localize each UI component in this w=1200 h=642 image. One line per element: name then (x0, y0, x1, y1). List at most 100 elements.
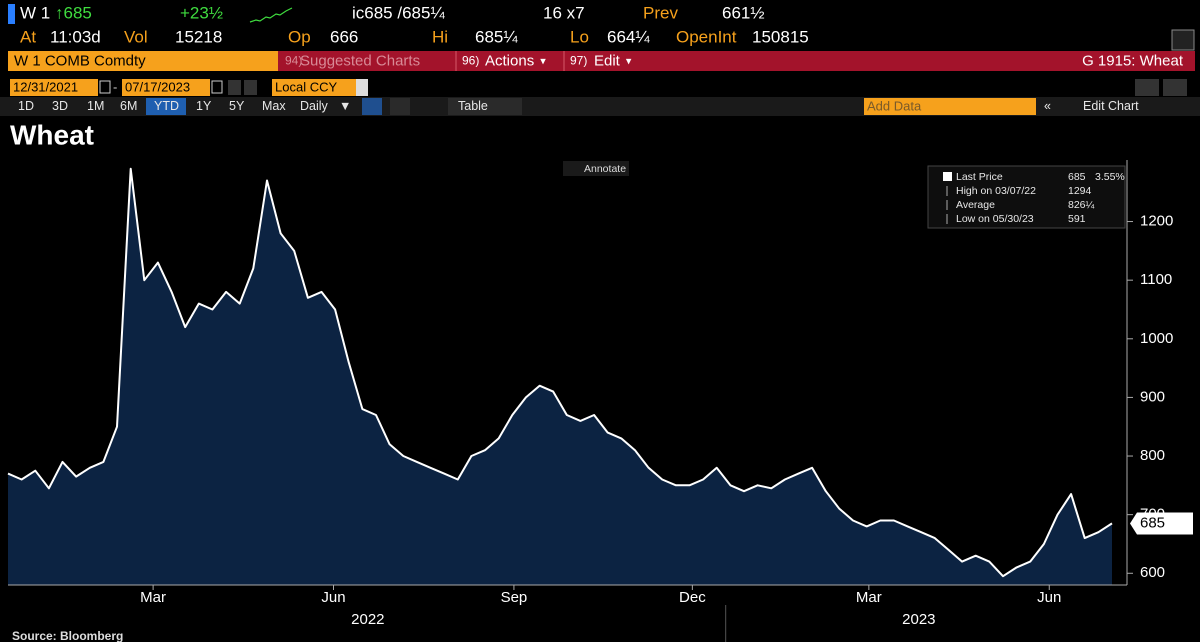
periods: 1D 3D 1M 6M YTD 1Y 5Y Max (18, 98, 286, 115)
security-box[interactable] (8, 51, 278, 71)
stat-label: Op (288, 27, 311, 46)
stat-label: At (20, 27, 36, 46)
prev-value: 661½ (722, 3, 765, 22)
start-date: 12/31/2021 (13, 79, 78, 94)
frequency[interactable]: Daily (300, 99, 329, 113)
period-button[interactable]: Max (262, 99, 286, 113)
annotate-box[interactable] (563, 161, 629, 176)
ticker: W 1 (20, 3, 50, 22)
stat-value: 664¼ (607, 27, 650, 46)
range-dash: - (113, 79, 117, 94)
next-button[interactable] (244, 80, 257, 95)
x-tick-label: Mar (140, 589, 166, 606)
menu-label[interactable]: Actions (485, 52, 534, 69)
active-period (146, 98, 186, 115)
line-chart-icon[interactable] (362, 98, 382, 115)
legend: Last Price 685 3.55% High on 03/07/22 1294 Av… (943, 171, 1125, 225)
legend-swatch (943, 172, 952, 181)
prev-label: Prev (643, 3, 678, 22)
collapse-icon[interactable]: « (1044, 99, 1051, 113)
stat-value: 685¼ (475, 27, 518, 46)
legend-value: 591 (1068, 213, 1086, 225)
legend-label: High on 03/07/22 (956, 185, 1036, 197)
period-button[interactable]: 1Y (196, 99, 212, 113)
table-button-box[interactable] (448, 98, 522, 115)
price-line (7, 167, 1113, 578)
y-tick-label: 1000 (1140, 330, 1173, 347)
x-tick-label: Mar (856, 589, 882, 606)
legend-label: Low on 05/30/23 (956, 213, 1034, 225)
x-tick-label: Dec (679, 589, 706, 606)
redo-button[interactable] (1163, 79, 1187, 96)
last-price-tag (1130, 512, 1193, 535)
legend-label: Last Price (956, 171, 1003, 183)
stat-value: 11:03d (50, 27, 101, 46)
menu-label[interactable]: Suggested Charts (300, 52, 420, 69)
plot: 600700800900100011001200MarJunSepDecMarJ… (7, 167, 1193, 642)
cursor (8, 4, 15, 24)
legend-label: Average (956, 199, 995, 211)
window-icon[interactable] (1171, 29, 1195, 51)
period-button[interactable]: 1M (87, 99, 104, 113)
bar-chart-icon[interactable] (390, 98, 410, 115)
security: W 1 COMB Comdty (14, 52, 146, 69)
legend-box (927, 165, 1126, 229)
y-tick-label: 600 (1140, 564, 1165, 581)
period-button[interactable]: 6M (120, 99, 137, 113)
calendar-icon[interactable] (99, 80, 111, 94)
menu-key[interactable]: 96) (462, 54, 479, 68)
menu-bar (278, 51, 1195, 71)
stat-value: 666 (330, 27, 358, 46)
stat-label: Vol (124, 27, 148, 46)
area-fill (8, 168, 1112, 586)
chart-title: Wheat (10, 119, 94, 150)
currency: Local CCY (275, 79, 337, 94)
menu-arrow: ▾ (540, 55, 546, 67)
stat-label: Hi (432, 27, 448, 46)
currency-box[interactable] (272, 79, 356, 96)
period-button[interactable]: 3D (52, 99, 68, 113)
period-button[interactable]: 1D (18, 99, 34, 113)
sparkline (249, 7, 293, 23)
add-data-box[interactable] (864, 98, 1036, 115)
stats: At 11:03d Vol 15218 Op 666 Hi 685¼ Lo 664¼ OpenInt… (20, 27, 809, 46)
year-label: 2023 (902, 611, 935, 628)
end-date: 07/17/2023 (125, 79, 190, 94)
menu-key[interactable]: 94) (285, 54, 302, 68)
y-tick-label: 900 (1140, 388, 1165, 405)
quote: ic685 /685¼ (352, 3, 445, 22)
menu-arrow: ▾ (626, 55, 632, 67)
start-date-box[interactable] (10, 79, 98, 96)
menu-key[interactable]: 97) (570, 54, 587, 68)
legend-change: 3.55% (1095, 171, 1125, 183)
y-tick-label: 1200 (1140, 213, 1173, 230)
edit-chart[interactable]: Edit Chart (1083, 99, 1139, 113)
stat-label: Lo (570, 27, 589, 46)
menus: 94)Suggested Charts 96) Actions ▾ 97) Edit ▾ (285, 51, 632, 71)
table-button: Table (458, 99, 488, 113)
x-tick-label: Sep (501, 589, 528, 606)
source: Source: Bloomberg (12, 629, 123, 642)
y-tick-label: 800 (1140, 447, 1165, 464)
end-date-box[interactable] (122, 79, 210, 96)
prev-button[interactable] (228, 80, 241, 95)
frequency-arrow: ▼ (339, 99, 351, 113)
calendar-icon[interactable] (211, 80, 223, 94)
x-tick-label: Jun (321, 589, 345, 606)
legend-value: 1294 (1068, 185, 1092, 197)
undo-button[interactable] (1135, 79, 1159, 96)
period-button[interactable]: 5Y (229, 99, 245, 113)
annotate: Annotate (584, 163, 626, 175)
size: 16 x7 (543, 3, 585, 22)
currency-dropdown[interactable] (356, 79, 368, 96)
last-price-label: 685 (1140, 514, 1165, 531)
period-button[interactable]: YTD (154, 99, 179, 113)
add-data: Add Data (867, 98, 922, 113)
stat-value: 15218 (175, 27, 222, 46)
x-tick-label: Jun (1037, 589, 1061, 606)
stat-value: 150815 (752, 27, 809, 46)
last-price: ↑685 (55, 3, 92, 22)
menu-label[interactable]: Edit (594, 52, 621, 69)
legend-value: 685 (1068, 171, 1086, 183)
